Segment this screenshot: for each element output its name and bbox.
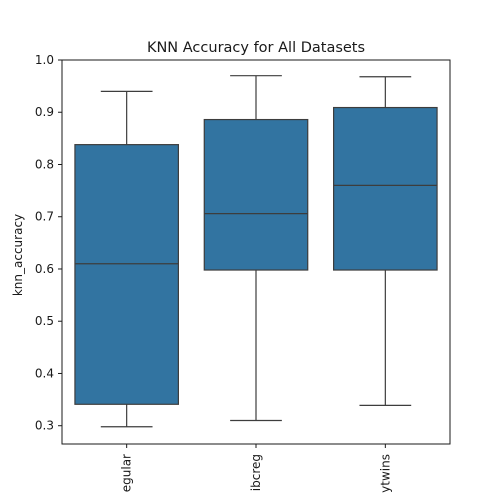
y-tick-label: 0.5: [35, 314, 54, 328]
chart-title: KNN Accuracy for All Datasets: [147, 40, 365, 56]
y-tick-label: 1.0: [35, 53, 54, 67]
x-tick-label: egular: [120, 454, 134, 492]
y-tick-label: 0.4: [35, 366, 54, 380]
plot-frame: [61, 59, 451, 445]
box-iqr: [203, 118, 309, 271]
y-tick-label: 0.3: [35, 419, 54, 433]
y-tick-label: 0.7: [35, 210, 54, 224]
box-iqr: [74, 144, 180, 405]
y-tick-label: 0.8: [35, 157, 54, 171]
y-tick-label: 0.9: [35, 105, 54, 119]
box-iqr: [333, 106, 438, 271]
y-tick-label: 0.6: [35, 262, 54, 276]
x-tick-label: ibcreg: [249, 454, 263, 491]
y-axis-label: knn_accuracy: [11, 214, 25, 296]
x-tick-label: ytwins: [378, 454, 392, 493]
